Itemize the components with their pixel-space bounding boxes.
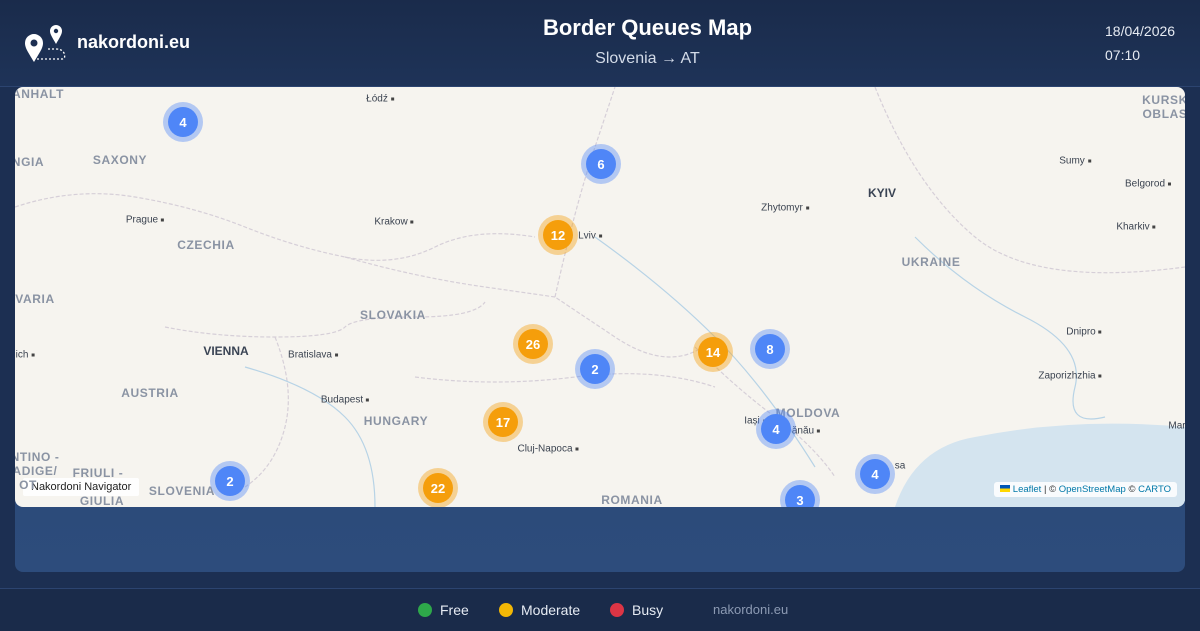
cluster[interactable]: 2 bbox=[575, 349, 615, 389]
cluster[interactable]: 14 bbox=[693, 332, 733, 372]
attribution: Leaflet | © OpenStreetMap © CARTO bbox=[993, 482, 1177, 497]
cluster-count: 2 bbox=[215, 466, 245, 496]
subtitle: Slovenia → AT bbox=[595, 50, 700, 67]
map-label: ROMANIA bbox=[601, 493, 663, 507]
map-label: Zhytomyr bbox=[761, 203, 809, 214]
map-label: Krakow bbox=[374, 217, 413, 228]
legend-item: Moderate bbox=[499, 602, 580, 618]
legend-label: Busy bbox=[632, 602, 664, 618]
cluster-count: 17 bbox=[488, 407, 518, 437]
cluster-count: 4 bbox=[860, 459, 890, 489]
legend-item: Free bbox=[418, 602, 469, 618]
map-label: MOLDOVA bbox=[775, 406, 841, 420]
legend-item: Busy bbox=[610, 602, 663, 618]
cluster[interactable]: 12 bbox=[538, 215, 578, 255]
map-label: Lviv bbox=[578, 231, 602, 242]
map-label: Budapest bbox=[321, 395, 369, 406]
map-label: SLOVENIA bbox=[148, 484, 216, 498]
time: 07:10 bbox=[1105, 47, 1141, 63]
cluster[interactable]: 22 bbox=[418, 468, 458, 507]
attribution-link[interactable]: Leaflet bbox=[1012, 484, 1042, 495]
map-label: OBLAS bbox=[1142, 107, 1186, 121]
map[interactable]: Nakordoni Navigator Leaflet | © OpenStre… bbox=[15, 87, 1185, 507]
map-label: sa bbox=[894, 460, 906, 472]
cluster-count: 14 bbox=[698, 337, 728, 367]
footer-site[interactable]: nakordoni.eu bbox=[713, 602, 789, 617]
cluster-count: 22 bbox=[423, 473, 453, 503]
cluster-count: 8 bbox=[755, 334, 785, 364]
map-label: OT bbox=[19, 478, 37, 492]
cluster[interactable]: 4 bbox=[163, 102, 203, 142]
cluster[interactable]: 8 bbox=[750, 329, 790, 369]
legend-dot bbox=[418, 603, 432, 617]
header: nakordoni.eu Border Queues Map Slovenia … bbox=[0, 0, 1200, 87]
map-label: Cluj-Napoca bbox=[517, 444, 578, 455]
map-label: FRIULI - bbox=[72, 466, 124, 480]
attribution-link[interactable]: CARTO bbox=[1138, 484, 1171, 495]
map-label: VIENNA bbox=[203, 344, 249, 358]
cluster-count: 12 bbox=[543, 220, 573, 250]
map-label: SLOVAKIA bbox=[360, 308, 426, 322]
map-label: ANHALT bbox=[15, 87, 65, 101]
attribution-link[interactable]: OpenStreetMap bbox=[1058, 484, 1126, 495]
map-label: Belgorod bbox=[1125, 179, 1171, 190]
attribution-text: | © bbox=[1043, 484, 1057, 495]
map-label: Kharkiv bbox=[1116, 222, 1155, 233]
title: Border Queues Map bbox=[542, 15, 753, 40]
map-label: GIULIA bbox=[79, 494, 125, 507]
map-label: VARIA bbox=[15, 292, 55, 306]
legend-dot bbox=[499, 603, 513, 617]
map-label: Łódź bbox=[366, 94, 394, 105]
map-label: Zaporizhzhia bbox=[1038, 371, 1101, 382]
map-label: UKRAINE bbox=[901, 255, 961, 269]
logo bbox=[25, 25, 66, 62]
map-label: KYIV bbox=[867, 186, 897, 200]
map-label: Prague bbox=[126, 215, 164, 226]
cluster-count: 26 bbox=[518, 329, 548, 359]
cluster[interactable]: 4 bbox=[756, 409, 796, 449]
flag bbox=[999, 485, 1010, 492]
attribution-text: © bbox=[1128, 484, 1136, 495]
cluster[interactable]: 4 bbox=[855, 454, 895, 494]
cluster[interactable]: 2 bbox=[210, 461, 250, 501]
navigator-label: Nakordoni Navigator bbox=[23, 478, 140, 496]
map-label: Sumy bbox=[1059, 156, 1091, 167]
map-label: CZECHIA bbox=[177, 238, 235, 252]
cluster-count: 6 bbox=[586, 149, 616, 179]
cluster-count: 4 bbox=[761, 414, 791, 444]
map-label: Mar bbox=[1168, 420, 1185, 432]
map-label: KURSK bbox=[1142, 93, 1185, 107]
cluster[interactable]: 17 bbox=[483, 402, 523, 442]
legend-label: Moderate bbox=[521, 602, 581, 618]
cluster-count: 2 bbox=[580, 354, 610, 384]
map-label: ănău bbox=[792, 426, 820, 437]
map-label: Bratislava bbox=[288, 350, 338, 361]
legend-dot bbox=[610, 603, 624, 617]
map-label: HUNGARY bbox=[363, 414, 429, 428]
map-label: SAXONY bbox=[92, 153, 148, 167]
map-label: ich bbox=[16, 350, 35, 361]
footer: nakordoni.eu Free Moderate Busy bbox=[0, 588, 1200, 631]
cluster-count: 4 bbox=[168, 107, 198, 137]
map-label: NGIA bbox=[15, 155, 45, 169]
brand[interactable]: nakordoni.eu bbox=[77, 32, 191, 52]
cluster[interactable]: 6 bbox=[581, 144, 621, 184]
legend-label: Free bbox=[440, 602, 469, 618]
map-label: AUSTRIA bbox=[121, 386, 179, 400]
map-label: NTINO - bbox=[15, 450, 60, 464]
date: 18/04/2026 bbox=[1105, 23, 1176, 39]
cluster-count: 3 bbox=[785, 485, 815, 507]
cluster[interactable]: 3 bbox=[780, 480, 820, 507]
map-label: ADIGE/ bbox=[15, 464, 58, 478]
map-label: Dnipro bbox=[1066, 327, 1101, 338]
map-label: Iași bbox=[744, 416, 766, 427]
cluster[interactable]: 26 bbox=[513, 324, 553, 364]
